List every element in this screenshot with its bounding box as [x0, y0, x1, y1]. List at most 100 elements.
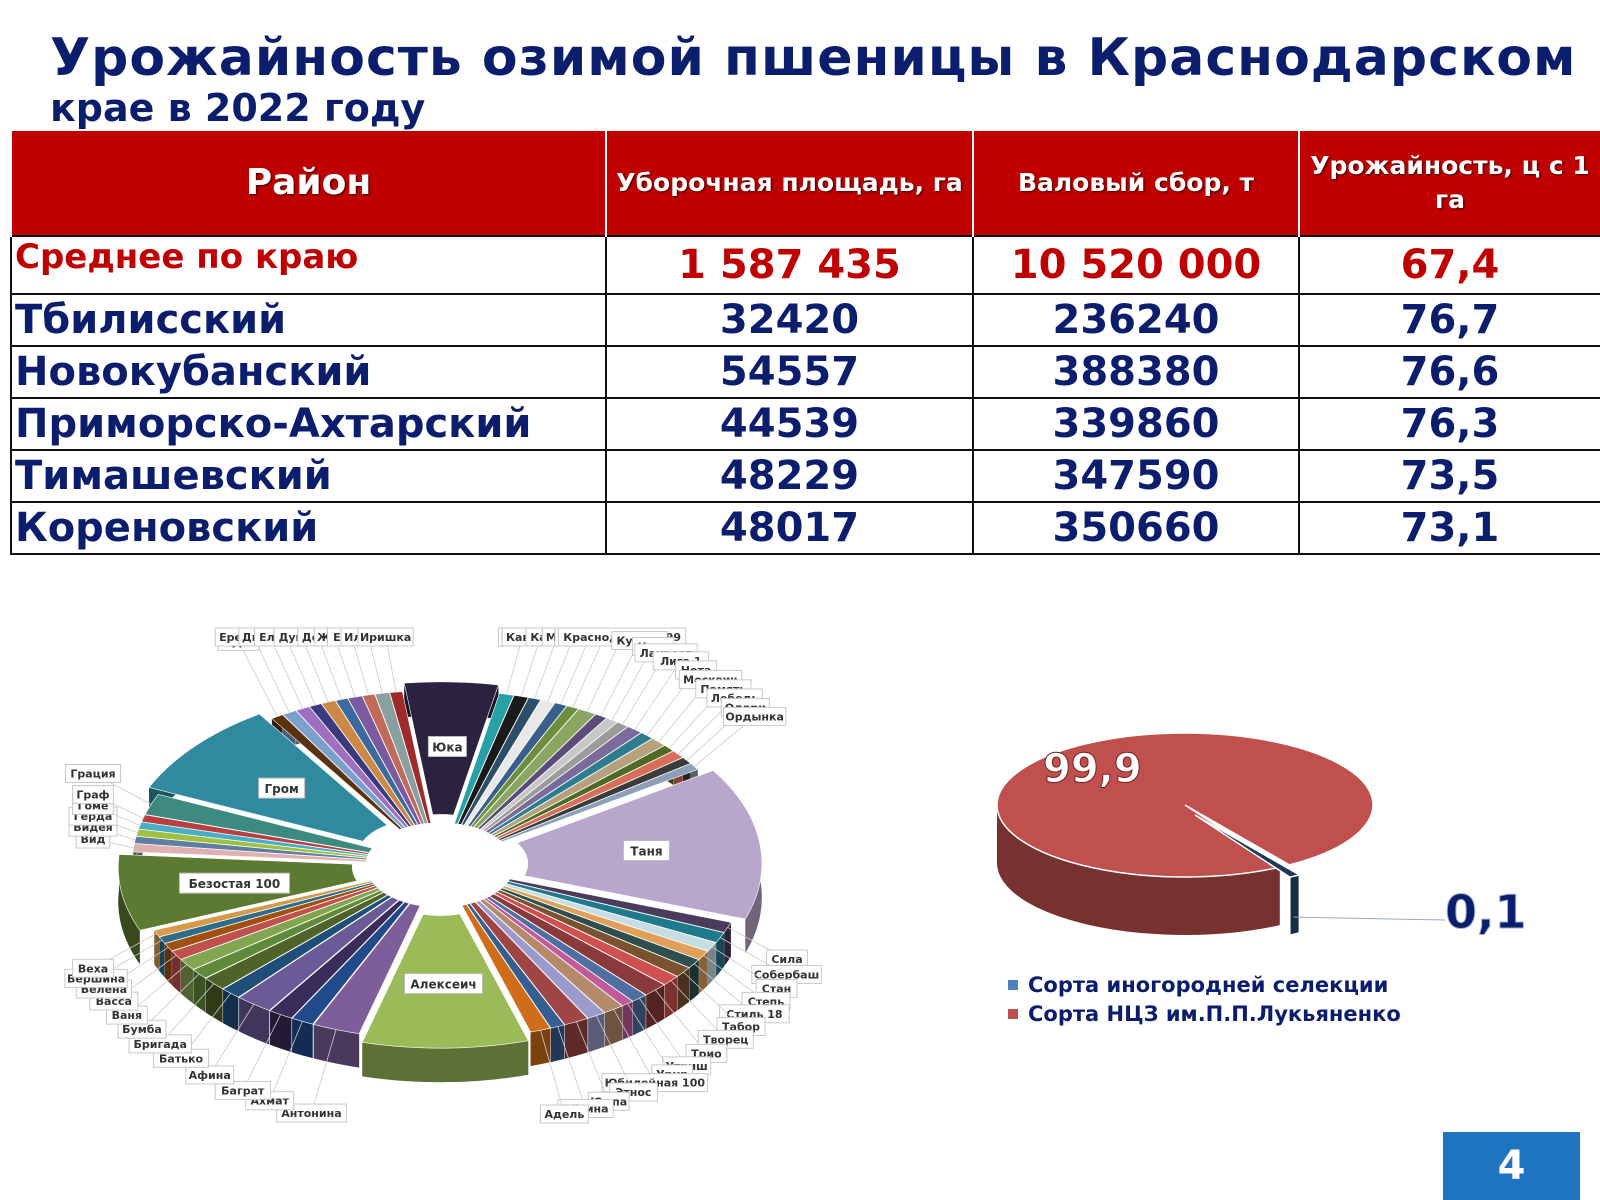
pie-leader-line	[317, 636, 342, 700]
pie-label-box	[72, 958, 114, 978]
cell-area: 44539	[605, 397, 974, 451]
cell-harvest: 10 520 000	[972, 235, 1300, 295]
chart-legend: Сорта иногородней селекции Сорта НЦЗ им.…	[1008, 970, 1401, 1028]
pie-slice-side	[997, 805, 1280, 935]
pie-slice	[269, 899, 405, 1019]
cell-yield: 67,4	[1298, 235, 1600, 295]
pie-slice	[144, 794, 373, 853]
table-header-row: Район Уборочная площадь, га Валовый сбор…	[10, 131, 1600, 236]
pie-slice-side	[313, 1024, 360, 1068]
pie-slice	[374, 692, 429, 825]
pie-slice	[505, 881, 725, 943]
pie-slice-inogorod	[1194, 814, 1302, 878]
pie-leader-line	[311, 1029, 337, 1114]
cell-harvest: 350660	[972, 501, 1300, 555]
cell-area: 32420	[605, 293, 974, 347]
pie-slice	[291, 901, 410, 1025]
pie-slice-side	[292, 1018, 313, 1059]
pie-leader-line	[534, 636, 558, 699]
pie-slice-side	[181, 959, 193, 1004]
pie-slice	[204, 892, 389, 990]
legend-item-ncz: Сорта НЦЗ им.П.П.Лукьяненко	[1008, 999, 1401, 1028]
pie-leader-line	[547, 636, 574, 702]
cell-area: 1 587 435	[605, 235, 974, 295]
pie-slice	[457, 695, 529, 825]
pie-slice-side	[550, 1024, 565, 1063]
pie-slice	[469, 901, 589, 1026]
title-line-1: Урожайность озимой пшеницы в Краснодарск…	[50, 28, 1577, 88]
pie-slice-side	[699, 951, 708, 994]
pie-slice-side	[205, 978, 223, 1023]
pie-label-box	[64, 763, 122, 783]
pie-slice	[238, 896, 400, 1011]
pie-slice-side	[588, 1012, 605, 1053]
pie-slice-side	[118, 854, 140, 965]
pie-label: Веха	[78, 962, 108, 975]
pie-slice	[309, 703, 412, 828]
pie-leader-line	[557, 1026, 586, 1109]
cell-yield: 76,7	[1298, 293, 1600, 347]
cell-area: 48017	[605, 501, 974, 555]
pie-label: Афина	[189, 1069, 231, 1082]
cell-district: Кореновский	[10, 501, 607, 555]
pie-slice	[472, 708, 597, 829]
table-row: Кореновский 48017 350660 73,1	[10, 501, 1600, 555]
pie-label: Адель	[544, 1108, 584, 1121]
pie-leader-line	[285, 636, 316, 706]
pie-leader-line	[627, 1003, 673, 1075]
pie-slice-side	[362, 1040, 529, 1083]
pie-slice	[499, 887, 700, 968]
pie-label-box	[72, 785, 114, 805]
pie-label: Бумба	[122, 1023, 162, 1036]
pie-label: Сила	[771, 953, 802, 966]
pie-label: Баграт	[221, 1084, 265, 1097]
pie-leader-line	[572, 636, 605, 708]
pie-value-label: 0,1	[1445, 885, 1527, 939]
pie-slice-side	[604, 1005, 623, 1047]
pie-slice	[496, 889, 690, 977]
table-row-average: Среднее по краю 1 587 435 10 520 000 67,…	[10, 235, 1600, 295]
pie-label-box	[258, 777, 306, 799]
pie-slice-side	[172, 951, 181, 994]
selection-share-pie-chart: 99,9 0,1	[996, 732, 1527, 940]
cell-area: 48229	[605, 449, 974, 503]
pie-label: Собербаш	[754, 968, 819, 981]
cell-yield: 73,5	[1298, 449, 1600, 503]
pie-slice	[475, 900, 605, 1019]
pie-slice	[320, 700, 416, 827]
pie-leader-line	[159, 983, 215, 1045]
pie-label: Творец	[703, 1033, 749, 1046]
pie-slice	[466, 903, 566, 1029]
pie-slice-side	[193, 969, 206, 1013]
legend-label: Сорта НЦЗ им.П.П.Лукьяненко	[1028, 1001, 1401, 1026]
pie-slice-side	[269, 1010, 292, 1053]
table-row: Приморско-Ахтарский 44539 339860 76,3	[10, 397, 1600, 451]
cell-yield: 73,1	[1298, 501, 1600, 555]
pie-slice	[180, 887, 382, 970]
pie-label: Грация	[70, 767, 115, 780]
pie-slice	[454, 693, 515, 825]
legend-item-inogorod: Сорта иногородней селекции	[1008, 970, 1401, 999]
pie-slice	[484, 726, 642, 834]
pie-label: Алексеич	[410, 978, 476, 992]
cell-yield: 76,3	[1298, 397, 1600, 451]
pie-slice-side	[689, 959, 699, 1002]
pie-slice	[489, 893, 665, 996]
pie-slice-side	[530, 1028, 551, 1067]
page-number: 4	[1443, 1132, 1580, 1200]
table-row: Тбилисский 32420 236240 76,7	[10, 293, 1600, 347]
pie-leader-line	[269, 636, 303, 709]
table-row: Новокубанский 54557 388380 76,6	[10, 345, 1600, 399]
pie-leader-line	[639, 997, 687, 1067]
pie-slice	[389, 691, 432, 824]
cell-district: Новокубанский	[10, 345, 607, 399]
pie-slice-ncz	[996, 732, 1374, 878]
pie-leader-line	[520, 636, 541, 697]
pie-leader-line	[1293, 916, 1446, 921]
pie-slice	[460, 697, 542, 826]
header-yield: Урожайность, ц с 1 га	[1298, 131, 1600, 236]
pie-slice-side	[677, 967, 690, 1011]
pie-slice	[479, 898, 623, 1013]
pie-label-box	[185, 1065, 235, 1085]
pie-slice-side	[708, 942, 716, 986]
